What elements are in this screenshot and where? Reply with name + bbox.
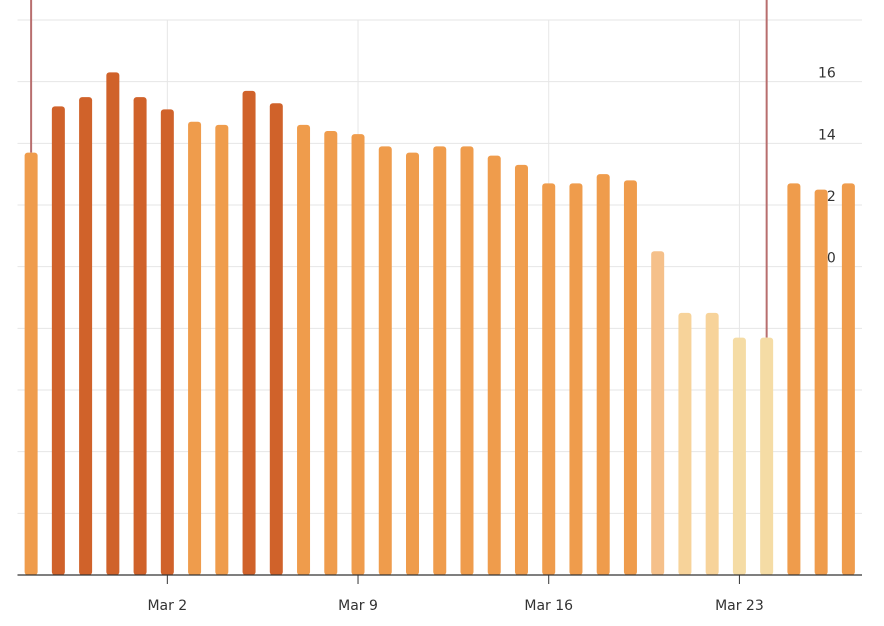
bar xyxy=(24,152,38,576)
x-tick-label: Mar 9 xyxy=(338,598,378,614)
bar xyxy=(623,180,637,576)
bar xyxy=(79,97,93,575)
x-tick-label: Mar 2 xyxy=(147,598,187,614)
bar xyxy=(351,134,365,576)
bar xyxy=(215,124,229,575)
bar xyxy=(269,103,283,575)
bar xyxy=(406,152,420,576)
bar xyxy=(787,183,801,575)
bar xyxy=(814,189,828,576)
bar xyxy=(651,251,665,575)
bar xyxy=(242,90,256,576)
bar xyxy=(188,121,202,575)
x-tick-label: Mar 23 xyxy=(715,598,764,614)
bar xyxy=(514,164,528,575)
bar xyxy=(678,312,692,575)
x-tick-label: Mar 16 xyxy=(524,598,573,614)
bar xyxy=(569,183,583,575)
bar xyxy=(841,183,855,575)
bar xyxy=(596,174,610,575)
y-tick-label: 14 xyxy=(818,127,836,143)
bar xyxy=(433,146,447,575)
bar xyxy=(378,146,392,575)
bar xyxy=(760,337,774,575)
bar xyxy=(297,124,311,575)
bar xyxy=(542,183,556,575)
bar xyxy=(324,131,338,575)
bar xyxy=(133,97,147,575)
bar xyxy=(460,146,474,575)
bar xyxy=(160,109,174,576)
bar xyxy=(705,312,719,575)
bar xyxy=(487,155,501,575)
y-tick-label: 16 xyxy=(818,66,836,82)
bar xyxy=(51,106,65,575)
bar xyxy=(732,337,746,575)
bar xyxy=(106,72,120,576)
